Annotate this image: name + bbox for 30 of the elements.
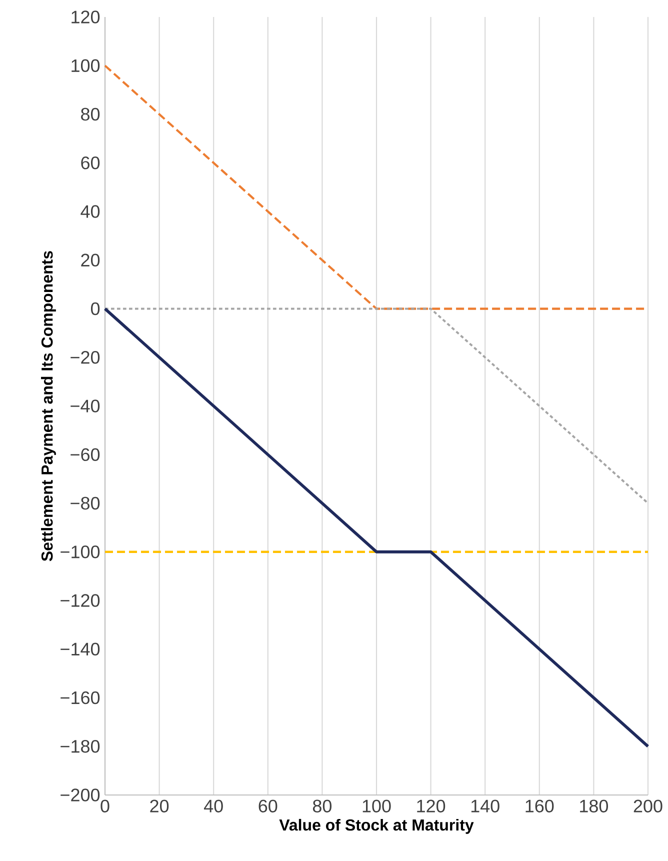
- y-tick-label: 0: [90, 302, 100, 316]
- x-tick-label: 20: [150, 800, 169, 812]
- x-tick-label: 40: [204, 800, 223, 812]
- x-tick-label: 200: [634, 800, 662, 812]
- y-axis-title: Settlement Payment and Its Components: [41, 251, 56, 562]
- x-tick-label: 100: [362, 800, 391, 812]
- x-tick-label: 180: [580, 800, 608, 812]
- y-tick-label: 120: [72, 10, 100, 24]
- x-axis-title: Value of Stock at Maturity: [279, 818, 474, 834]
- y-tick-label: −200: [60, 788, 100, 802]
- x-tick-label: 0: [100, 800, 110, 812]
- y-tick-label: −20: [70, 351, 100, 364]
- x-tick-label: 80: [312, 800, 332, 812]
- y-tick-label: −40: [70, 400, 100, 412]
- y-tick-label: −180: [60, 740, 100, 753]
- x-tick-label: 160: [526, 800, 554, 812]
- y-tick-label: 40: [80, 205, 100, 218]
- x-tick-label: 120: [417, 800, 446, 812]
- x-tick-label: 60: [258, 800, 278, 812]
- y-tick-label: −140: [60, 642, 100, 656]
- y-tick-label: 100: [72, 59, 100, 72]
- y-tick-label: 80: [81, 108, 100, 121]
- y-tick-label: −120: [60, 594, 100, 607]
- y-tick-label: 20: [81, 254, 100, 266]
- y-tick-label: 60: [81, 156, 100, 170]
- y-tick-label: −60: [70, 448, 100, 461]
- x-tick-label: 140: [471, 800, 500, 812]
- y-tick-label: −160: [60, 691, 100, 704]
- y-tick-label: −80: [70, 496, 100, 510]
- y-tick-label: −100: [60, 546, 100, 558]
